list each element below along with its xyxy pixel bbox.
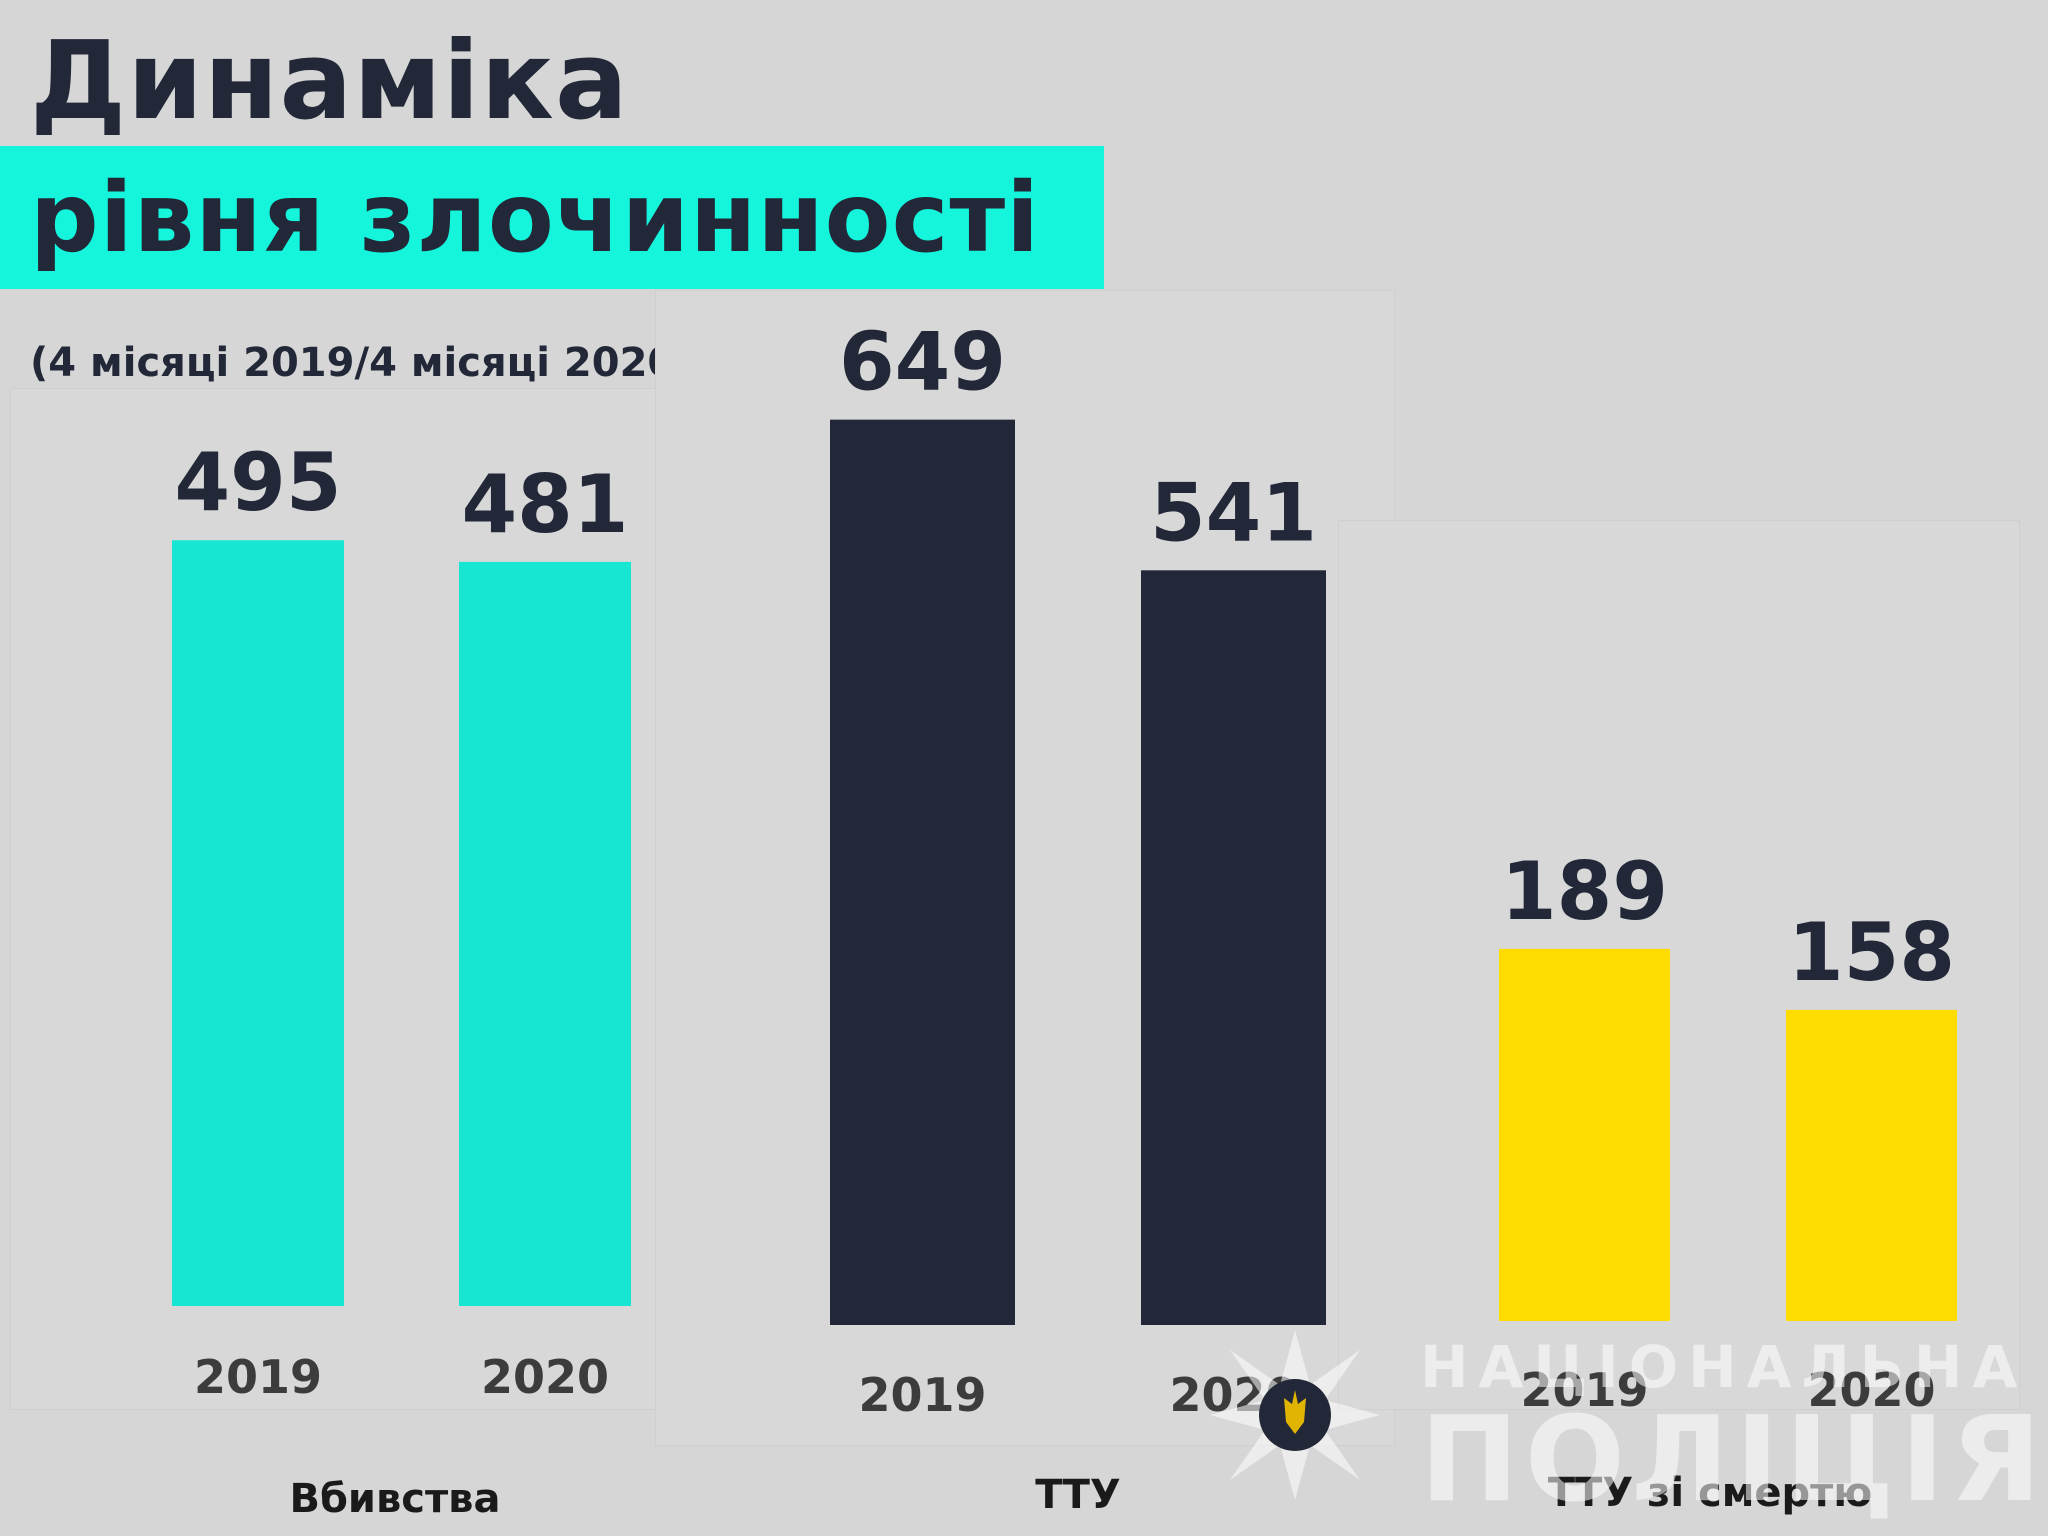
watermark: НАЦІОНАЛЬНА ПОЛІЦІЯ	[1420, 1333, 2048, 1528]
year-label-ttu-death-2019: 2019	[1520, 1363, 1648, 1417]
watermark-line2: ПОЛІЦІЯ	[1420, 1390, 2048, 1528]
page-title-line1: Динаміка	[30, 19, 629, 144]
year-label-ttu-2019: 2019	[858, 1368, 986, 1422]
page-title-line2: рівня злочинності	[30, 162, 1041, 274]
category-label-ttu: ТТУ	[1035, 1472, 1120, 1518]
year-label-ttu-death-2020: 2020	[1807, 1363, 1935, 1417]
year-label-murders-2019: 2019	[194, 1350, 322, 1404]
chart-subtitle: (4 місяці 2019/4 місяці 2020)	[30, 340, 694, 386]
bar-value-ttu-death-2019: 189	[1501, 845, 1668, 938]
bar-murders-2019	[172, 540, 344, 1306]
category-label-murders: Вбивства	[290, 1476, 501, 1522]
bar-ttu-2019	[830, 419, 1015, 1325]
bar-value-murders-2019: 495	[175, 436, 342, 529]
bar-ttu-death-2020	[1786, 1009, 1957, 1321]
title-highlight-band	[0, 146, 1104, 289]
bar-value-ttu-2019: 649	[839, 316, 1006, 409]
bar-ttu-2020	[1141, 570, 1326, 1325]
bar-value-ttu-death-2020: 158	[1788, 906, 1955, 999]
bar-murders-2020	[459, 561, 631, 1306]
year-label-murders-2020: 2020	[481, 1350, 609, 1404]
watermark-line1: НАЦІОНАЛЬНА	[1420, 1333, 2028, 1401]
bar-ttu-death-2019	[1499, 948, 1670, 1321]
bar-value-ttu-2020: 541	[1150, 466, 1317, 559]
bar-value-murders-2020: 481	[462, 458, 629, 551]
police-star-emblem-icon	[1210, 1330, 1380, 1500]
category-label-ttu-death: ТТУ зі смертю	[1548, 1470, 1872, 1516]
